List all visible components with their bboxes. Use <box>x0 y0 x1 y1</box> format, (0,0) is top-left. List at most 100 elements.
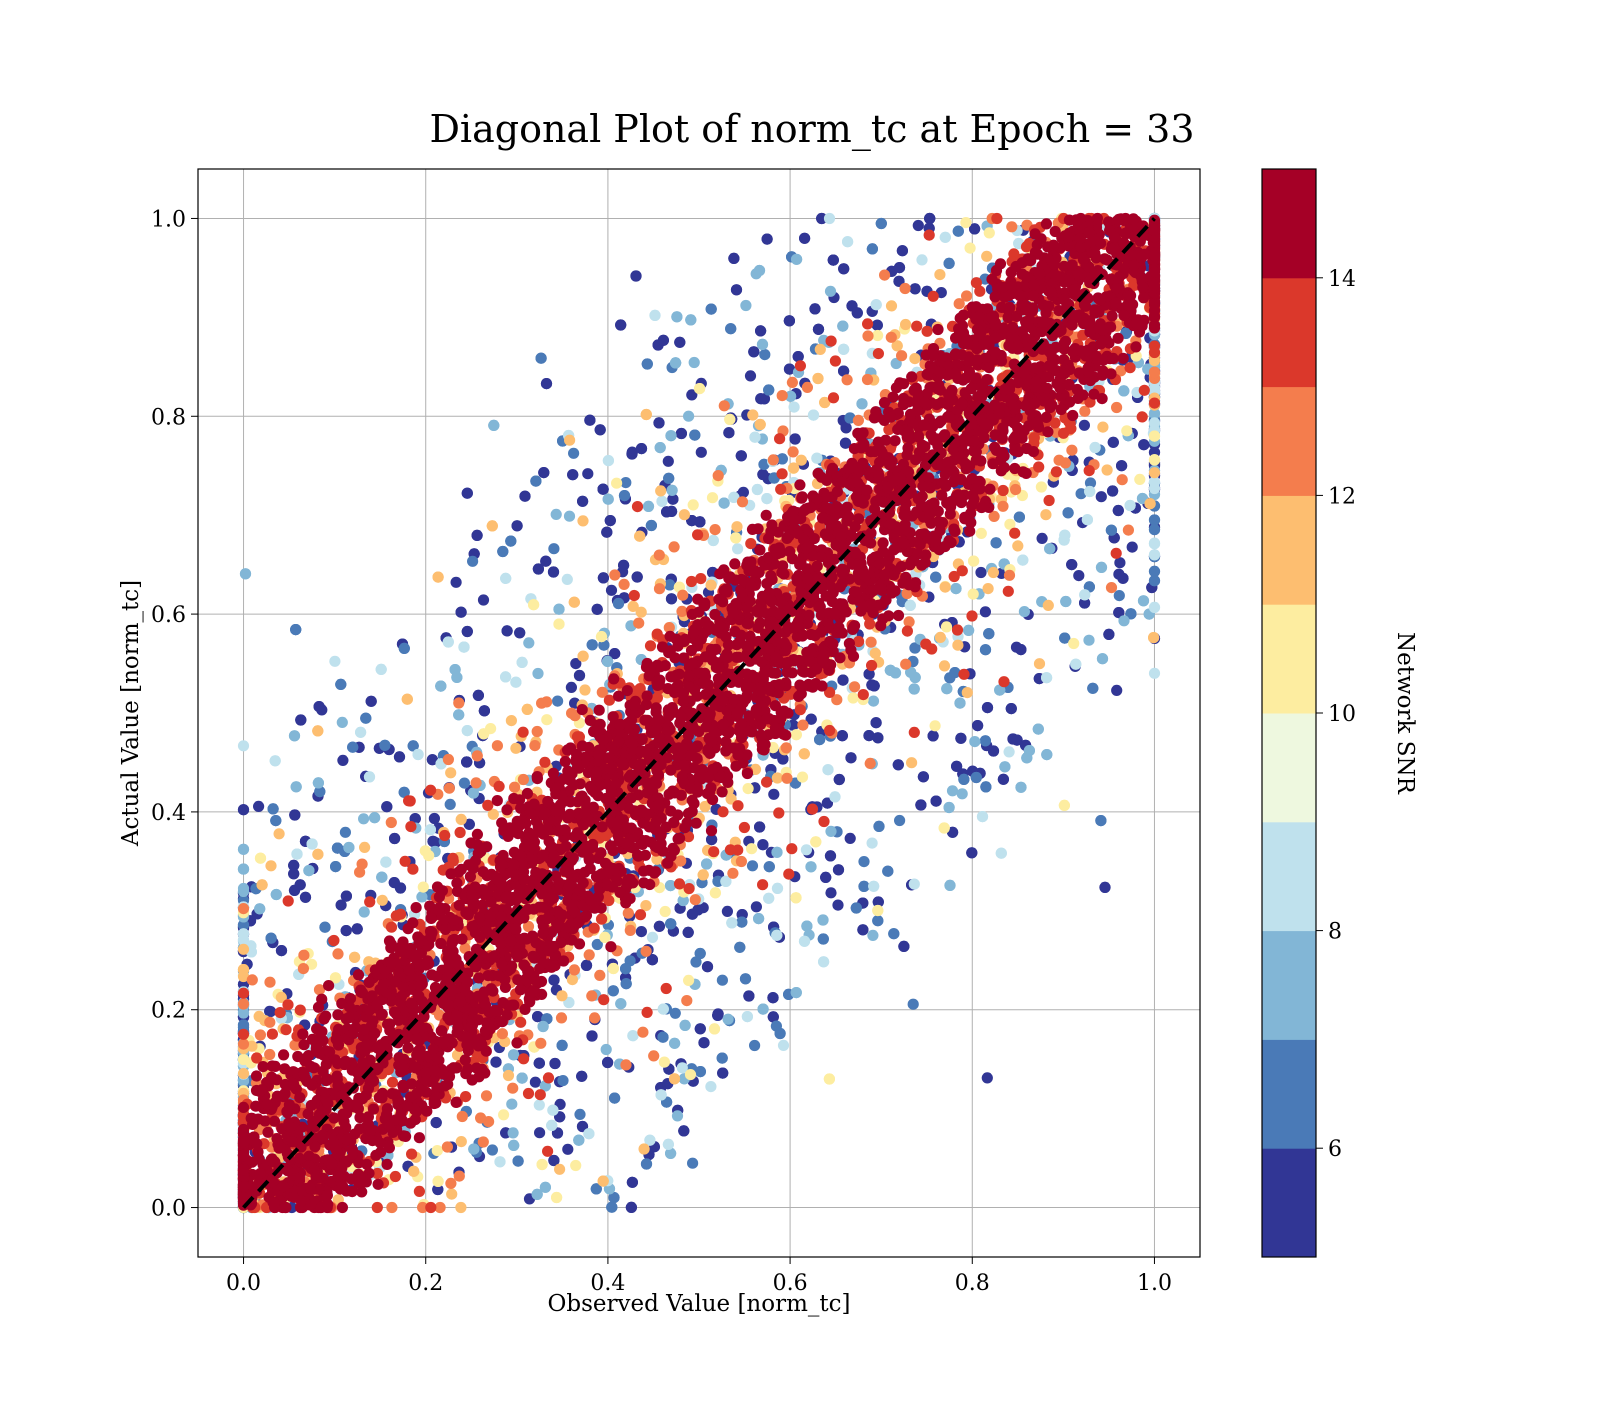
scatter-point <box>439 830 450 841</box>
scatter-point <box>455 827 466 838</box>
scatter-point <box>755 419 766 430</box>
scatter-point <box>478 1136 489 1147</box>
scatter-point <box>900 283 911 294</box>
scatter-point <box>981 251 992 262</box>
scatter-point <box>268 803 279 814</box>
scatter-point <box>494 1156 505 1167</box>
scatter-point <box>547 1105 558 1116</box>
scatter-point <box>517 657 528 668</box>
scatter-point <box>753 913 764 924</box>
scatter-point <box>706 304 717 315</box>
scatter-point <box>552 696 563 707</box>
scatter-point <box>1083 635 1094 646</box>
scatter-point <box>998 676 1009 687</box>
scatter-point <box>1149 668 1160 679</box>
scatter-point <box>767 992 778 1003</box>
scatter-point <box>905 600 916 611</box>
scatter-point <box>548 975 559 986</box>
scatter-point <box>894 815 905 826</box>
scatter-point <box>267 1029 278 1040</box>
scatter-point <box>701 858 712 869</box>
scatter-point <box>910 283 921 294</box>
scatter-point <box>788 446 799 457</box>
scatter-point <box>685 1069 696 1080</box>
scatter-point <box>1149 575 1160 586</box>
scatter-point <box>809 303 820 314</box>
scatter-point <box>621 978 632 989</box>
scatter-point <box>968 556 979 567</box>
scatter-point <box>713 1008 724 1019</box>
scatter-point <box>757 839 768 850</box>
scatter-point <box>619 490 630 501</box>
scatter-point <box>736 856 747 867</box>
scatter-point <box>661 506 672 517</box>
scatter-point <box>319 922 330 933</box>
scatter-point <box>330 861 341 872</box>
scatter-point <box>719 400 730 411</box>
scatter-point <box>551 1192 562 1203</box>
scatter-point <box>745 370 756 381</box>
scatter-point <box>420 845 431 856</box>
scatter-point <box>567 469 578 480</box>
scatter-point <box>1149 514 1160 525</box>
scatter-point <box>270 815 281 826</box>
scatter-point <box>500 573 511 584</box>
scatter-point <box>896 350 907 361</box>
scatter-point <box>852 307 863 318</box>
scatter-point <box>935 632 946 643</box>
scatter-point <box>1118 385 1129 396</box>
scatter-point <box>717 975 728 986</box>
scatter-point <box>882 866 893 877</box>
scatter-point <box>924 213 935 224</box>
scatter-point <box>1034 658 1045 669</box>
scatter-point <box>1107 485 1118 496</box>
scatter-point <box>648 1050 659 1061</box>
scatter-point <box>359 842 370 853</box>
scatter-point <box>853 415 864 426</box>
scatter-point <box>1096 491 1107 502</box>
scatter-point <box>523 637 534 648</box>
scatter-point <box>615 319 626 330</box>
scatter-point <box>540 1182 551 1193</box>
scatter-point <box>698 1037 709 1048</box>
scatter-point <box>856 398 867 409</box>
scatter-point <box>341 925 352 936</box>
scatter-point <box>394 751 405 762</box>
scatter-point <box>748 346 759 357</box>
scatter-point <box>443 636 454 647</box>
scatter-point <box>636 443 647 454</box>
scatter-point <box>629 590 640 601</box>
scatter-point <box>538 1021 549 1032</box>
scatter-point <box>399 643 410 654</box>
scatter-point <box>364 771 375 782</box>
scatter-point <box>642 1007 653 1018</box>
scatter-point <box>433 572 444 583</box>
scatter-point <box>1087 683 1098 694</box>
scatter-point <box>445 799 456 810</box>
scatter-point <box>1149 602 1160 613</box>
scatter-point <box>934 269 945 280</box>
scatter-point <box>909 727 920 738</box>
scatter-point <box>379 740 390 751</box>
scatter-point <box>505 536 516 547</box>
scatter-point <box>872 905 883 916</box>
scatter-point <box>671 311 682 322</box>
scatter-point <box>968 589 979 600</box>
scatter-point <box>253 801 264 812</box>
scatter-point <box>462 488 473 499</box>
scatter-point <box>975 567 986 578</box>
scatter-point <box>1111 685 1122 696</box>
scatter-point <box>972 720 983 731</box>
scatter-point <box>825 887 836 898</box>
scatter-point <box>1037 533 1048 544</box>
scatter-point <box>983 628 994 639</box>
scatter-point <box>238 1054 249 1065</box>
scatter-point <box>900 319 911 330</box>
scatter-point <box>554 1164 565 1175</box>
scatter-point <box>886 332 897 343</box>
scatter-point <box>830 355 841 366</box>
scatter-point <box>833 864 844 875</box>
scatter-point <box>445 767 456 778</box>
scatter-point <box>730 532 741 543</box>
